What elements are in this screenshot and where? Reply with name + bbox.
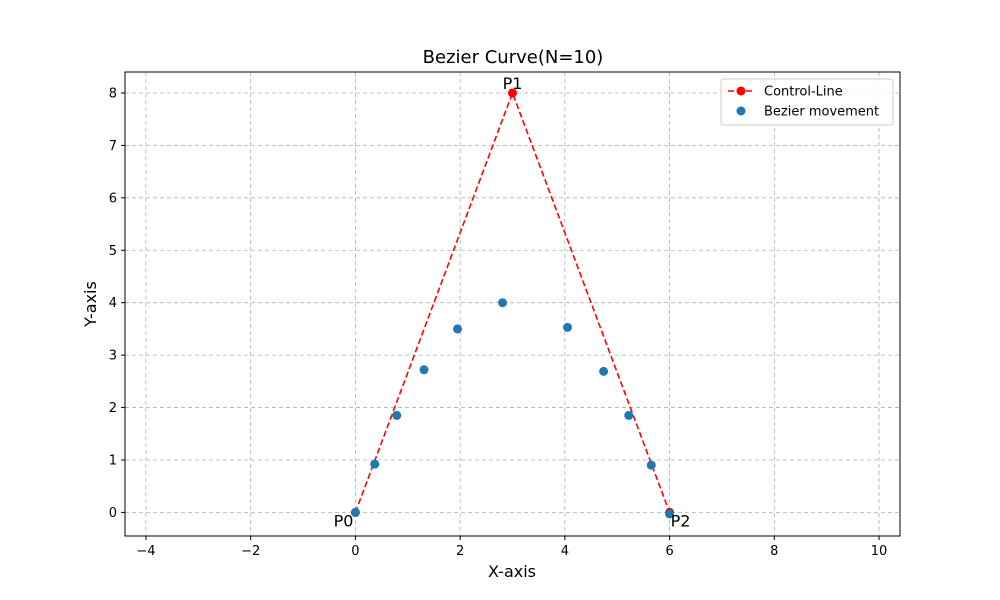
grid: [125, 72, 900, 536]
x-tick-label: 4: [561, 544, 569, 559]
legend-swatch-marker: [736, 106, 746, 116]
control-point: [508, 88, 517, 98]
legend-frame: [720, 78, 894, 126]
bezier-point: [453, 324, 463, 334]
x-tick-label: 0: [351, 544, 359, 559]
y-tick-label: 3: [109, 349, 117, 364]
bezier-point: [624, 410, 634, 420]
bezier-point: [646, 460, 656, 470]
y-tick-label: 6: [109, 191, 117, 206]
y-tick-label: 2: [109, 401, 117, 416]
bezier-point: [350, 507, 360, 517]
axis-ticks: −4 −2 0 2 4 6 8 10 0 1 2 3 4 5 6 7 8: [109, 86, 888, 559]
bezier-point: [599, 366, 609, 376]
x-tick-label: −4: [136, 544, 155, 559]
x-axis-label: X-axis: [488, 562, 536, 581]
x-tick-label: −2: [241, 544, 260, 559]
legend-label: Bezier movement: [764, 105, 879, 120]
y-tick-label: 0: [109, 506, 117, 521]
point-annotation: P2: [671, 511, 691, 530]
point-annotations: P0 P1 P2: [334, 74, 691, 530]
point-annotation: P1: [503, 74, 523, 93]
plot-series: [350, 88, 675, 519]
x-tick-label: 8: [770, 544, 778, 559]
x-tick-label: 10: [871, 544, 888, 559]
legend-label: Control-Line: [764, 85, 843, 100]
legend: Control-Line Bezier movement: [720, 78, 894, 126]
y-tick-label: 5: [109, 244, 117, 259]
y-tick-label: 7: [109, 139, 117, 154]
legend-swatch-marker: [736, 86, 746, 96]
bezier-point: [498, 298, 508, 308]
y-axis-label: Y-axis: [81, 281, 100, 328]
x-tick-label: 6: [665, 544, 673, 559]
chart-title: Bezier Curve(N=10): [423, 47, 604, 68]
control-line: [354, 90, 671, 513]
y-tick-label: 4: [109, 296, 117, 311]
x-tick-label: 2: [456, 544, 464, 559]
point-annotation: P0: [334, 511, 354, 530]
plot-area-frame: [124, 71, 901, 537]
bezier-point: [392, 410, 402, 420]
bezier-point: [419, 365, 429, 375]
bezier-point: [665, 509, 675, 519]
y-tick-label: 1: [109, 453, 117, 468]
bezier-point: [562, 322, 572, 332]
bezier-point: [370, 459, 380, 469]
y-tick-label: 8: [109, 86, 117, 101]
